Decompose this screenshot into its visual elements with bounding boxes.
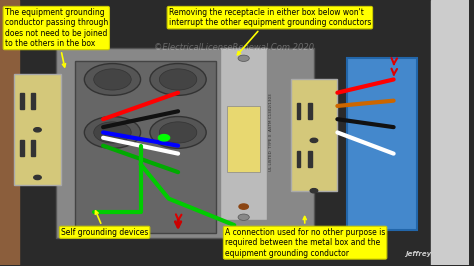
- Bar: [220, 48, 267, 220]
- Bar: [56, 48, 314, 238]
- Circle shape: [158, 135, 170, 141]
- Bar: [31, 93, 35, 109]
- Bar: [20, 140, 24, 156]
- Text: Self grounding devices: Self grounding devices: [61, 211, 148, 237]
- Circle shape: [84, 117, 141, 148]
- Bar: [227, 106, 260, 172]
- Bar: [14, 74, 61, 185]
- Circle shape: [150, 117, 206, 148]
- Circle shape: [310, 138, 318, 143]
- Bar: [297, 103, 301, 119]
- Circle shape: [150, 64, 206, 95]
- Bar: [347, 58, 417, 230]
- Bar: [75, 61, 216, 233]
- Text: ©ElectricalLicenseRenewal.Com 2020: ©ElectricalLicenseRenewal.Com 2020: [154, 43, 314, 52]
- Circle shape: [34, 128, 41, 132]
- Text: Removing the receptacle in either box below won't
interrupt the other equipment : Removing the receptacle in either box be…: [169, 8, 371, 55]
- Circle shape: [159, 69, 197, 90]
- Circle shape: [238, 55, 249, 61]
- Bar: [308, 103, 311, 119]
- Bar: [31, 140, 35, 156]
- Bar: [431, 0, 469, 265]
- Text: The equipment grounding
conductor passing through
does not need to be joined
to : The equipment grounding conductor passin…: [5, 8, 108, 67]
- Bar: [308, 151, 311, 167]
- Circle shape: [239, 204, 248, 209]
- Bar: [291, 80, 337, 191]
- Bar: [297, 151, 301, 167]
- Circle shape: [34, 175, 41, 180]
- Circle shape: [310, 189, 318, 193]
- Text: Jeffrey Simpson: Jeffrey Simpson: [405, 251, 467, 257]
- Circle shape: [94, 69, 131, 90]
- Bar: [20, 93, 24, 109]
- Bar: [0, 0, 19, 265]
- Text: UL LISTED  TYPE X  ASTM C1302/1303: UL LISTED TYPE X ASTM C1302/1303: [269, 94, 273, 171]
- Circle shape: [84, 64, 141, 95]
- Circle shape: [94, 122, 131, 143]
- Circle shape: [159, 122, 197, 143]
- Circle shape: [238, 214, 249, 220]
- Text: A connection used for no other purpose is
required between the metal box and the: A connection used for no other purpose i…: [225, 217, 385, 257]
